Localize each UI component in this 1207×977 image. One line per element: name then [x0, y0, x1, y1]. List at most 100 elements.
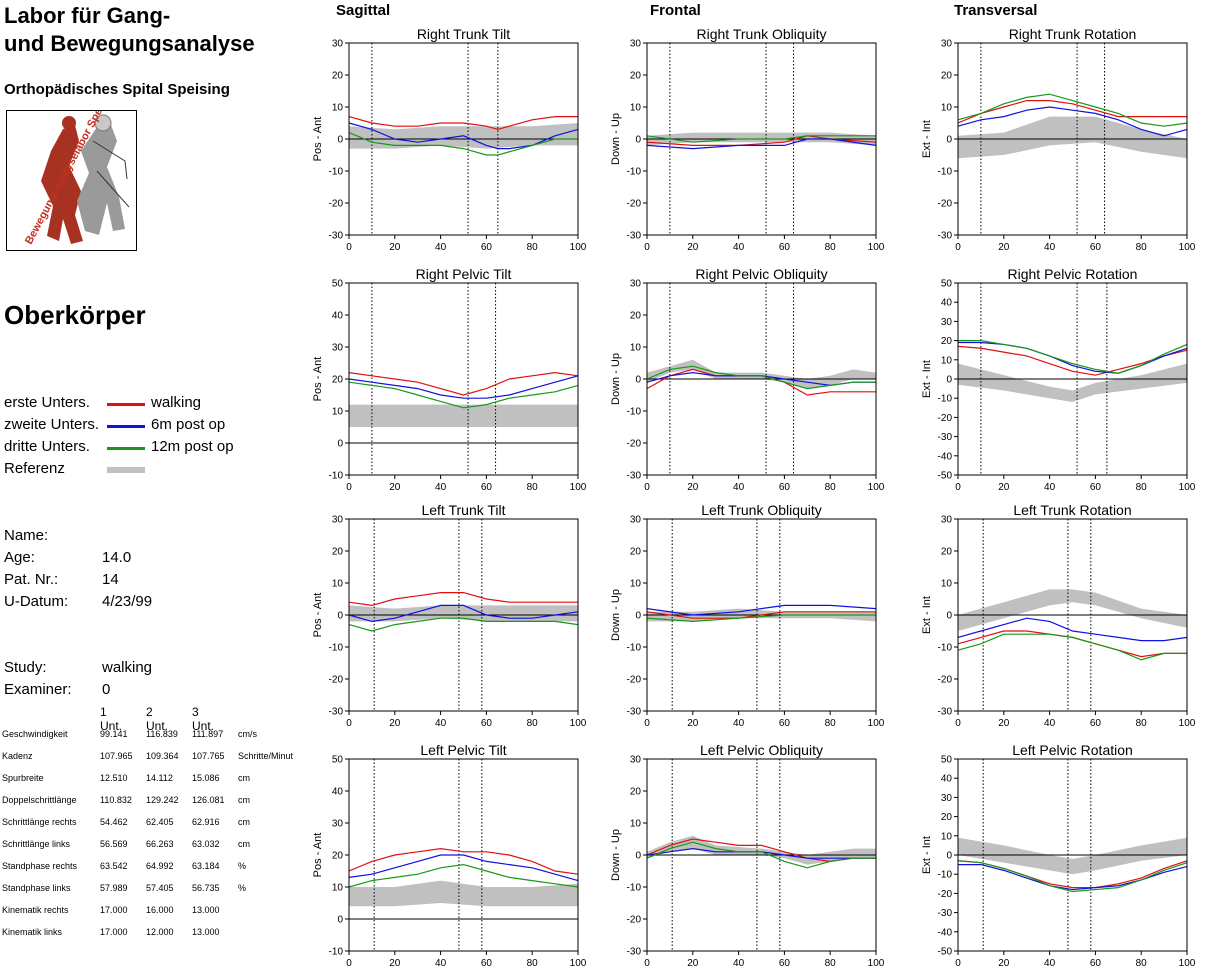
- exam-date-row: U-Datum: 4/23/99: [4, 593, 304, 613]
- x-tick-label: 40: [1044, 958, 1056, 969]
- y-tick-label: 20: [332, 547, 344, 558]
- y-tick-label: 20: [630, 311, 642, 322]
- param-value: 63.542: [100, 861, 128, 871]
- y-tick-label: 30: [941, 39, 953, 50]
- x-tick-label: 80: [825, 718, 837, 729]
- y-tick-label: -30: [938, 231, 953, 242]
- param-label: Schrittlänge rechts: [2, 817, 77, 827]
- y-tick-label: -20: [627, 915, 642, 926]
- param-row: Spurbreite 12.510 14.112 15.086 cm: [2, 773, 307, 787]
- y-tick-label: 0: [337, 135, 343, 146]
- x-tick-label: 20: [998, 958, 1010, 969]
- param-value: 13.000: [192, 927, 220, 937]
- series-line-6m-post-op: [646, 604, 877, 616]
- series-line-walking: [348, 591, 578, 607]
- y-axis-label: Pos - Ant: [312, 117, 324, 162]
- param-value: 12.510: [100, 773, 128, 783]
- param-unit: %: [238, 861, 247, 871]
- x-tick-label: 80: [527, 958, 539, 969]
- reference-band: [647, 835, 876, 865]
- y-tick-label: 50: [941, 755, 953, 766]
- series-line-12m-post-op: [646, 841, 876, 869]
- y-tick-label: 0: [635, 375, 641, 386]
- y-tick-label: -30: [627, 231, 642, 242]
- x-tick-label: 100: [570, 242, 587, 253]
- y-tick-label: -10: [329, 471, 344, 482]
- study-value: walking: [102, 659, 153, 676]
- y-tick-label: -30: [938, 707, 953, 718]
- y-tick-label: 40: [941, 774, 953, 785]
- y-tick-label: 10: [941, 103, 953, 114]
- param-row: Kinematik rechts 17.000 16.000 13.000: [2, 905, 307, 919]
- y-tick-label: 10: [630, 819, 642, 830]
- y-tick-label: 20: [630, 547, 642, 558]
- legend-swatch: [107, 447, 145, 450]
- series-line-12m-post-op: [348, 863, 579, 888]
- y-tick-label: -30: [627, 471, 642, 482]
- y-axis-label: Pos - Ant: [312, 357, 324, 402]
- chart-left-trunk-rotation: Left Trunk Rotation Ext - Int -30 -20 -10 0 10…: [921, 502, 1196, 729]
- y-tick-label: 20: [630, 71, 642, 82]
- x-tick-label: 40: [1044, 482, 1056, 493]
- param-value: 63.184: [192, 861, 220, 871]
- param-unit: cm: [238, 773, 250, 783]
- x-tick-label: 60: [1090, 958, 1102, 969]
- param-label: Schrittlänge links: [2, 839, 71, 849]
- x-tick-label: 80: [527, 242, 539, 253]
- param-row: Kadenz 107.965 109.364 107.765 Schritte/Minu…: [2, 751, 307, 765]
- legend-name: 6m post op: [151, 416, 226, 433]
- y-tick-label: -20: [627, 199, 642, 210]
- y-tick-label: 20: [941, 336, 953, 347]
- y-tick-label: 0: [635, 851, 641, 862]
- param-label: Kinematik rechts: [2, 905, 69, 915]
- y-tick-label: 20: [941, 812, 953, 823]
- lab-title: Labor für Gang- und Bewegungsanalyse: [4, 2, 255, 58]
- y-tick-label: 10: [941, 579, 953, 590]
- y-axis-label: Down - Up: [610, 829, 622, 881]
- y-tick-label: 30: [630, 755, 642, 766]
- runner-logo-icon: Bewegungsanalyselabor Speising: [23, 84, 130, 246]
- series-line-12m-post-op: [348, 132, 578, 156]
- param-value: 66.263: [146, 839, 174, 849]
- patient-nr-row: Pat. Nr.: 14: [4, 571, 304, 591]
- y-tick-label: 10: [630, 343, 642, 354]
- param-label: Standphase links: [2, 883, 71, 893]
- x-tick-label: 0: [644, 482, 650, 493]
- patient-nr-label: Pat. Nr.:: [4, 571, 59, 588]
- y-tick-label: 30: [332, 343, 344, 354]
- series-line-6m-post-op: [957, 106, 1188, 137]
- param-value: 109.364: [146, 751, 179, 761]
- x-tick-label: 0: [346, 958, 352, 969]
- series-line-walking: [348, 847, 579, 875]
- series-line-6m-post-op: [348, 375, 579, 399]
- col-header-1: 1 Unt.: [100, 705, 123, 733]
- y-tick-label: 10: [630, 103, 642, 114]
- examiner-label: Examiner:: [4, 681, 72, 698]
- series-line-walking: [348, 371, 579, 396]
- param-value: 13.000: [192, 905, 220, 915]
- y-tick-label: 10: [630, 579, 642, 590]
- series-line-12m-post-op: [348, 381, 579, 409]
- y-tick-label: -30: [329, 707, 344, 718]
- chart-title: Right Pelvic Obliquity: [695, 266, 827, 282]
- x-tick-label: 80: [1136, 718, 1148, 729]
- y-tick-label: 40: [332, 311, 344, 322]
- patient-age-label: Age:: [4, 549, 35, 566]
- param-value: 12.000: [146, 927, 174, 937]
- plot-frame: [348, 282, 579, 476]
- examiner-row: Examiner: 0: [4, 681, 304, 701]
- exam-date-value: 4/23/99: [102, 593, 153, 610]
- x-tick-label: 20: [389, 958, 401, 969]
- study-label: Study:: [4, 659, 47, 676]
- y-tick-label: -10: [627, 643, 642, 654]
- reference-band: [349, 605, 578, 622]
- param-value: 110.832: [100, 795, 132, 805]
- patient-nr-value: 14: [102, 571, 119, 588]
- y-tick-label: 30: [630, 515, 642, 526]
- chart-title: Right Pelvic Rotation: [1008, 266, 1138, 282]
- x-tick-label: 40: [435, 482, 447, 493]
- x-tick-label: 80: [1136, 482, 1148, 493]
- chart-right-trunk-rotation: Right Trunk Rotation Ext - Int -30 -20 -10 0 1…: [921, 26, 1196, 253]
- legend-item-12m: dritte Unters. 12m post op: [4, 438, 304, 458]
- x-tick-label: 20: [687, 242, 699, 253]
